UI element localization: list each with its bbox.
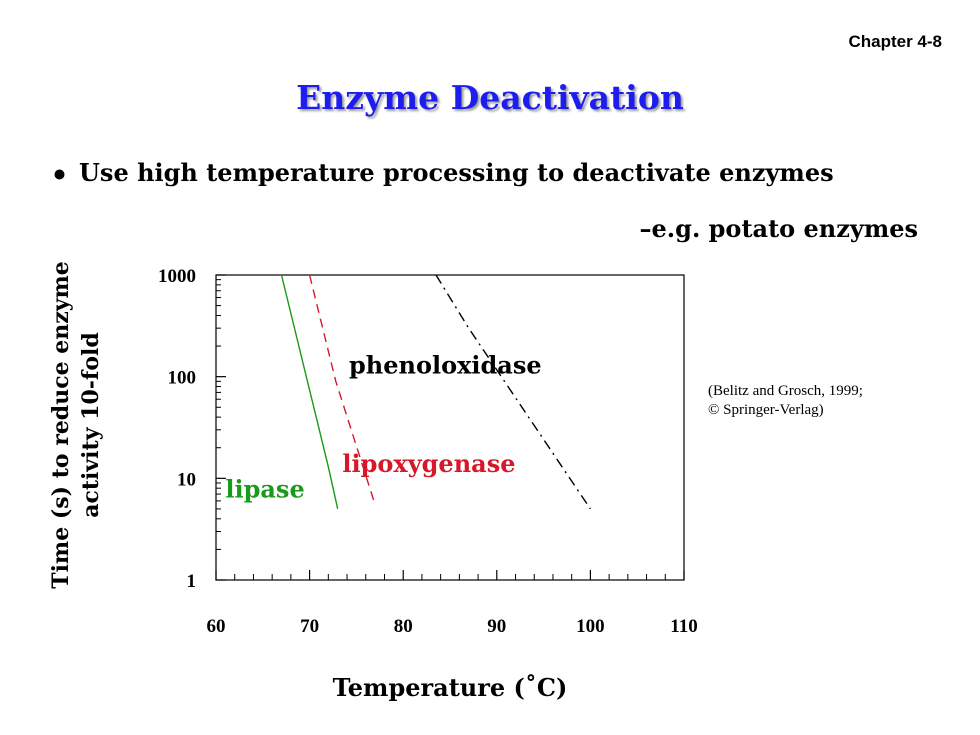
x-tick-label: 60 [207,616,226,637]
y-axis-label-line-2: activity 10-fold [78,332,104,518]
bullet-text: Use high temperature processing to deact… [79,158,834,187]
y-tick-label: 1000 [158,266,196,287]
series-line-phenoloxidase [435,274,591,510]
slide-title: Enzyme Deactivation [296,78,684,117]
x-tick-label: 100 [576,616,605,637]
citation-line-2: © Springer-Verlag) [708,402,824,418]
sub-bullet-text: –e.g. potato enzymes [639,214,918,243]
plot-area: 60 70 80 90 100 1101101001000lipaselipoxygena… [158,266,698,637]
y-axis-label-line-1: Time (s) to reduce enzyme [48,261,74,589]
x-tick-label: 70 [300,616,319,637]
citation: (Belitz and Grosch, 1999; © Springer-Ver… [708,382,863,420]
series-line-lipase [280,274,339,510]
series-label-lipase: lipase [225,474,304,503]
y-tick-label: 1 [187,571,197,592]
chapter-label: Chapter 4-8 [848,32,942,51]
series-label-lipoxygenase: lipoxygenase [342,449,515,478]
series-line-lipoxygenase [308,274,376,505]
x-tick-label: 80 [394,616,413,637]
citation-line-1: (Belitz and Grosch, 1999; [708,383,863,399]
x-tick-label: 90 [487,616,506,637]
bullet-dot-icon [54,169,65,180]
bullet-item: Use high temperature processing to deact… [54,158,834,187]
x-axis-label: Temperature (˚C) [333,673,568,702]
y-tick-label: 10 [177,469,196,490]
y-tick-label: 100 [168,368,197,389]
x-tick-label: 110 [670,616,697,637]
plot-frame [215,274,685,581]
series-label-phenoloxidase: phenoloxidase [349,350,542,379]
